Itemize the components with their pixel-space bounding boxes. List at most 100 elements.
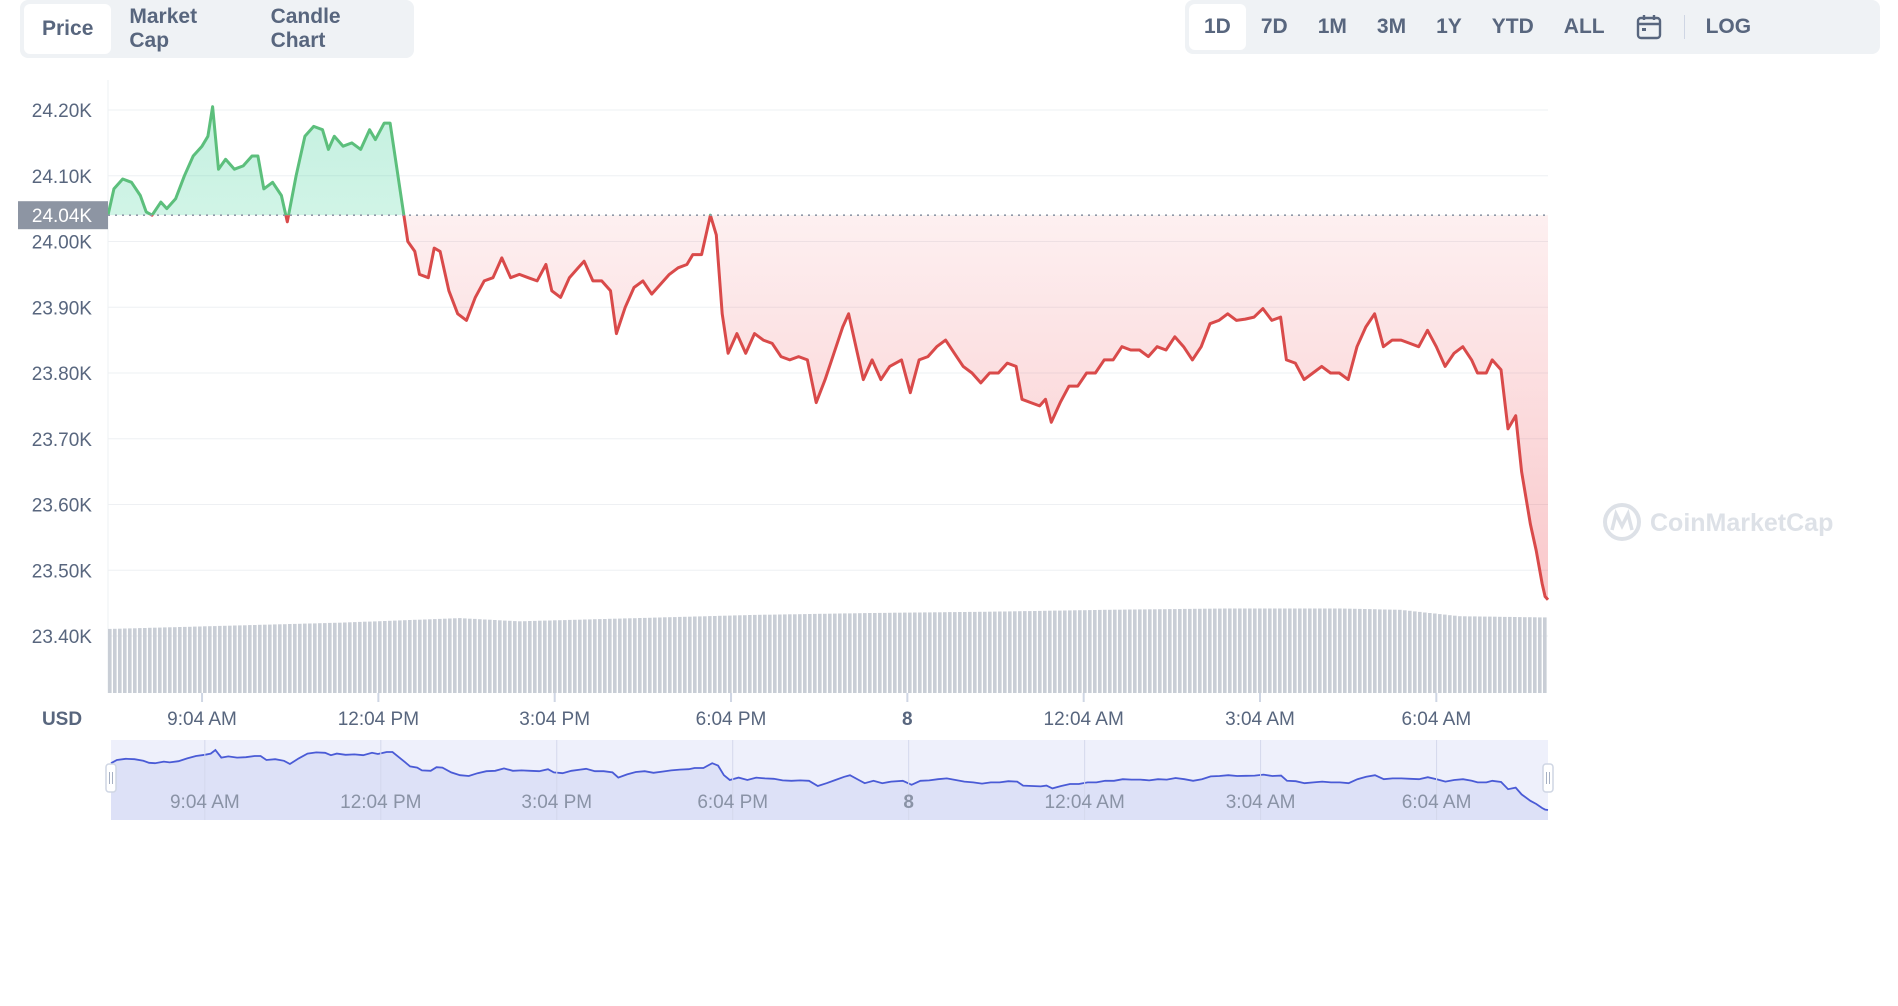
- volume-bar: [423, 619, 427, 693]
- volume-bar: [303, 623, 307, 693]
- volume-bar: [498, 620, 502, 693]
- volume-bar: [693, 616, 697, 693]
- volume-bar: [1233, 608, 1237, 693]
- volume-bar: [468, 618, 472, 693]
- volume-bar: [708, 616, 712, 693]
- volume-bar: [603, 619, 607, 693]
- volume-bar: [1158, 609, 1162, 693]
- volume-bar: [1123, 609, 1127, 693]
- volume-bar: [1423, 612, 1427, 693]
- volume-bar: [278, 624, 282, 693]
- y-axis-labels: 24.20K 24.10K 24.00K 23.90K 23.80K 23.70K 23.6…: [32, 101, 93, 730]
- volume-bar: [1508, 616, 1512, 693]
- volume-bar: [523, 621, 527, 693]
- y-tick-label: 24.00K: [32, 233, 93, 254]
- volume-bar: [113, 628, 117, 693]
- volume-bar: [648, 617, 652, 693]
- volume-bar: [758, 614, 762, 693]
- tab-1y[interactable]: 1Y: [1436, 15, 1462, 38]
- calendar-icon: [1636, 15, 1661, 40]
- volume-bar: [188, 626, 192, 693]
- volume-bar: [1413, 611, 1417, 693]
- volume-bar: [843, 613, 847, 693]
- tab-1m[interactable]: 1M: [1317, 15, 1347, 38]
- volume-bar: [368, 621, 372, 693]
- calendar-button[interactable]: [1620, 4, 1678, 50]
- volume-bar: [1268, 608, 1272, 693]
- volume-bar: [213, 626, 217, 693]
- volume-bar: [328, 622, 332, 693]
- volume-bar: [1303, 608, 1307, 693]
- y-tick-label: 23.90K: [32, 298, 93, 319]
- volume-bar: [1438, 614, 1442, 693]
- volume-bar: [493, 620, 497, 693]
- volume-bar: [1248, 608, 1252, 693]
- range-navigator[interactable]: 9:04 AM 12:04 PM 3:04 PM 6:04 PM 8 12:04 AM 3:…: [105, 740, 1554, 820]
- y-tick-label: 24.20K: [32, 101, 93, 122]
- volume-bar: [1013, 611, 1017, 693]
- volume-bar: [518, 621, 522, 693]
- volume-bar: [473, 618, 477, 693]
- volume-bar: [718, 615, 722, 693]
- volume-bar: [398, 620, 402, 693]
- tab-7d[interactable]: 7D: [1260, 15, 1288, 38]
- volume-bar: [653, 617, 657, 693]
- volume-bar: [463, 618, 467, 693]
- y-tick-label: 24.10K: [32, 167, 93, 188]
- volume-bar: [1468, 616, 1472, 693]
- volume-bar: [1518, 617, 1522, 693]
- volume-bar: [1133, 609, 1137, 693]
- tab-ytd[interactable]: YTD: [1491, 15, 1534, 38]
- volume-bar: [428, 619, 432, 693]
- navigator-tick-label: 6:04 PM: [697, 792, 768, 813]
- volume-bar: [358, 621, 362, 693]
- tab-1d[interactable]: 1D: [1189, 4, 1246, 50]
- volume-bar: [533, 620, 537, 693]
- volume-bar: [1523, 617, 1527, 693]
- volume-bar: [1318, 608, 1322, 693]
- volume-bar: [1243, 608, 1247, 693]
- volume-bar: [883, 612, 887, 693]
- volume-bar: [538, 620, 542, 693]
- volume-bar: [273, 624, 277, 693]
- volume-bar: [418, 619, 422, 693]
- volume-bar: [623, 618, 627, 693]
- tab-candle-chart[interactable]: Candle Chart: [270, 5, 341, 52]
- volume-bar: [1328, 608, 1332, 693]
- volume-bar: [1358, 608, 1362, 693]
- x-tick-label: 12:04 PM: [338, 709, 419, 730]
- volume-bar: [153, 627, 157, 693]
- volume-bar: [1063, 610, 1067, 693]
- log-toggle[interactable]: LOG: [1705, 15, 1752, 38]
- volume-bar: [1498, 616, 1502, 693]
- x-axis-labels: 9:04 AM 12:04 PM 3:04 PM 6:04 PM 8 12:04 AM 3:…: [167, 693, 1471, 730]
- volume-bar: [748, 615, 752, 693]
- volume-bar: [643, 617, 647, 693]
- navigator-handle-left[interactable]: [105, 763, 117, 793]
- navigator-tick-label: 12:04 PM: [340, 792, 421, 813]
- tab-market-cap[interactable]: Market Cap: [129, 5, 198, 52]
- volume-bar: [363, 621, 367, 693]
- volume-bar: [973, 611, 977, 693]
- volume-bar: [1463, 616, 1467, 693]
- volume-bar: [1253, 608, 1257, 693]
- volume-bar: [828, 613, 832, 693]
- volume-bar: [608, 618, 612, 693]
- volume-bar: [238, 625, 242, 693]
- volume-bar: [1543, 617, 1547, 693]
- tab-price[interactable]: Price: [24, 4, 112, 54]
- volume-bar: [293, 623, 297, 693]
- volume-bar: [223, 625, 227, 693]
- volume-bar: [1273, 608, 1277, 693]
- tab-3m[interactable]: 3M: [1376, 15, 1407, 38]
- tab-all[interactable]: ALL: [1563, 15, 1605, 38]
- y-tick-label: 23.70K: [32, 430, 93, 451]
- volume-bar: [483, 619, 487, 693]
- volume-bar: [338, 622, 342, 693]
- volume-bar: [1168, 609, 1172, 693]
- navigator-handle-right[interactable]: [1542, 763, 1554, 793]
- volume-bar: [408, 620, 412, 693]
- volume-bar: [1398, 609, 1402, 693]
- volume-bar: [833, 613, 837, 693]
